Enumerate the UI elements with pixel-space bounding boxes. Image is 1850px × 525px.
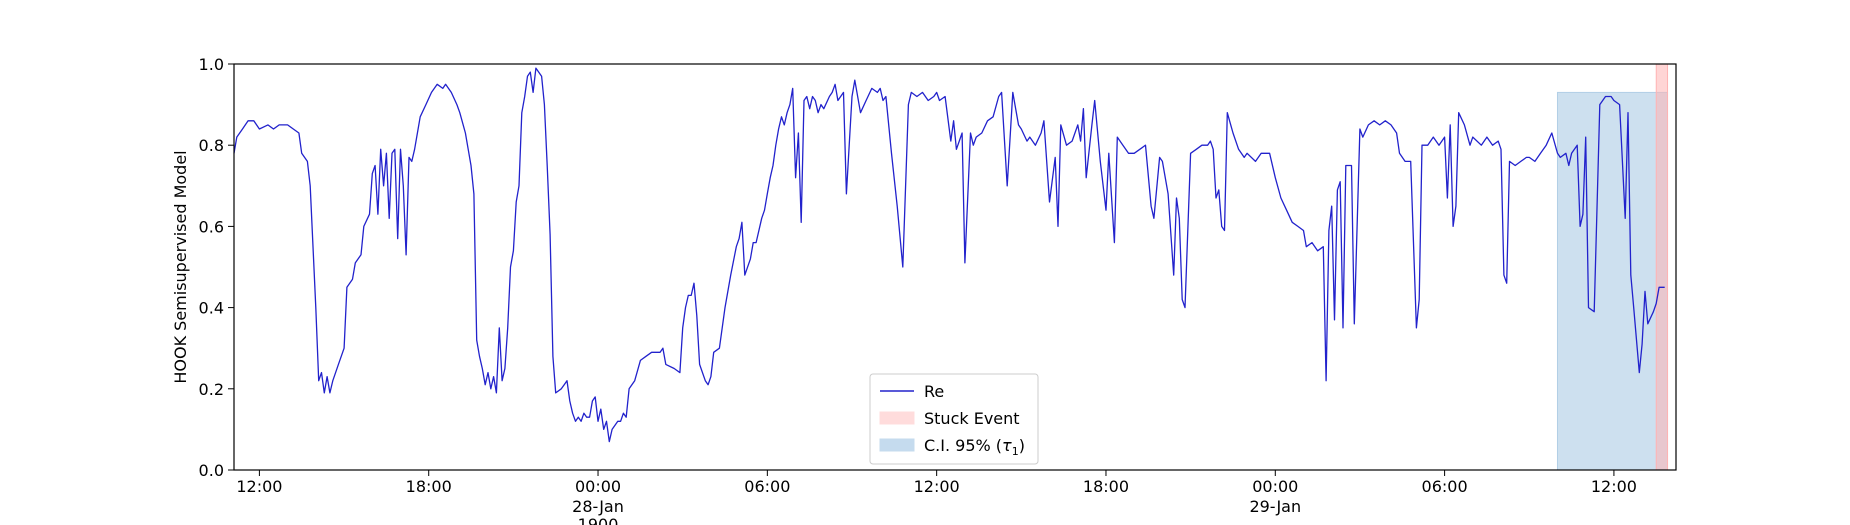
- ci-region: [1556, 91, 1669, 471]
- legend-swatch-ci: [879, 438, 915, 452]
- x-tick-year-label: 1900: [578, 515, 619, 525]
- x-tick-date-label: 28-Jan: [572, 497, 624, 516]
- legend: Re Stuck Event C.I. 95% (τ1): [869, 373, 1039, 465]
- y-axis-label: HOOK Semisupervised Model: [171, 150, 190, 383]
- x-tick-label: 18:00: [1083, 477, 1129, 496]
- y-tick-label: 0.8: [199, 136, 224, 155]
- y-axis: 0.0 0.2 0.4 0.6 0.8 1.0: [199, 55, 234, 480]
- y-tick-label: 0.6: [199, 217, 224, 236]
- x-tick-label: 12:00: [236, 477, 282, 496]
- x-tick-label: 06:00: [1422, 477, 1468, 496]
- y-tick-label: 1.0: [199, 55, 224, 74]
- x-tick-label: 06:00: [744, 477, 790, 496]
- stuck-event-region: [1655, 63, 1669, 471]
- y-tick-label: 0.2: [199, 380, 224, 399]
- x-tick-label: 18:00: [406, 477, 452, 496]
- series-layer: [233, 67, 1665, 443]
- y-tick-label: 0.4: [199, 299, 224, 318]
- legend-label: Stuck Event: [924, 409, 1020, 428]
- x-tick-label: 12:00: [1591, 477, 1637, 496]
- legend-label: Re: [924, 382, 944, 401]
- legend-label: C.I. 95% (τ1): [924, 436, 1025, 458]
- y-tick-label: 0.0: [199, 461, 224, 480]
- x-tick-label: 00:00: [575, 477, 621, 496]
- x-tick-date-label: 29-Jan: [1249, 497, 1301, 516]
- axes-frame: [233, 63, 1677, 471]
- legend-swatch-stuck-event: [879, 411, 915, 425]
- x-tick-label: 12:00: [914, 477, 960, 496]
- series-line-re: [233, 67, 1665, 443]
- x-tick-label: 00:00: [1252, 477, 1298, 496]
- shaded-regions: [1556, 63, 1669, 471]
